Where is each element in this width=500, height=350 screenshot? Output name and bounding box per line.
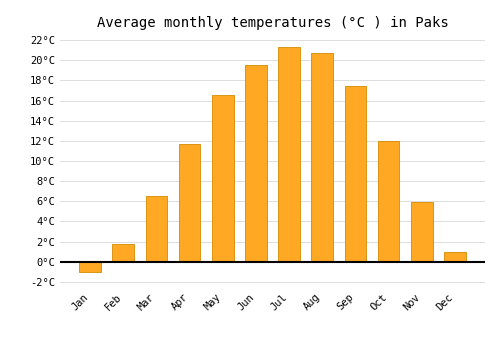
Bar <box>344 86 366 262</box>
Title: Average monthly temperatures (°C ) in Paks: Average monthly temperatures (°C ) in Pa… <box>96 16 448 30</box>
Bar <box>80 262 101 272</box>
Bar <box>411 202 432 262</box>
Bar <box>179 144 201 262</box>
Bar <box>212 96 234 262</box>
Bar <box>278 47 300 262</box>
Bar <box>112 244 134 262</box>
Bar <box>378 141 400 262</box>
Bar <box>245 65 266 262</box>
Bar <box>312 53 333 262</box>
Bar <box>146 196 167 262</box>
Bar <box>444 252 466 262</box>
